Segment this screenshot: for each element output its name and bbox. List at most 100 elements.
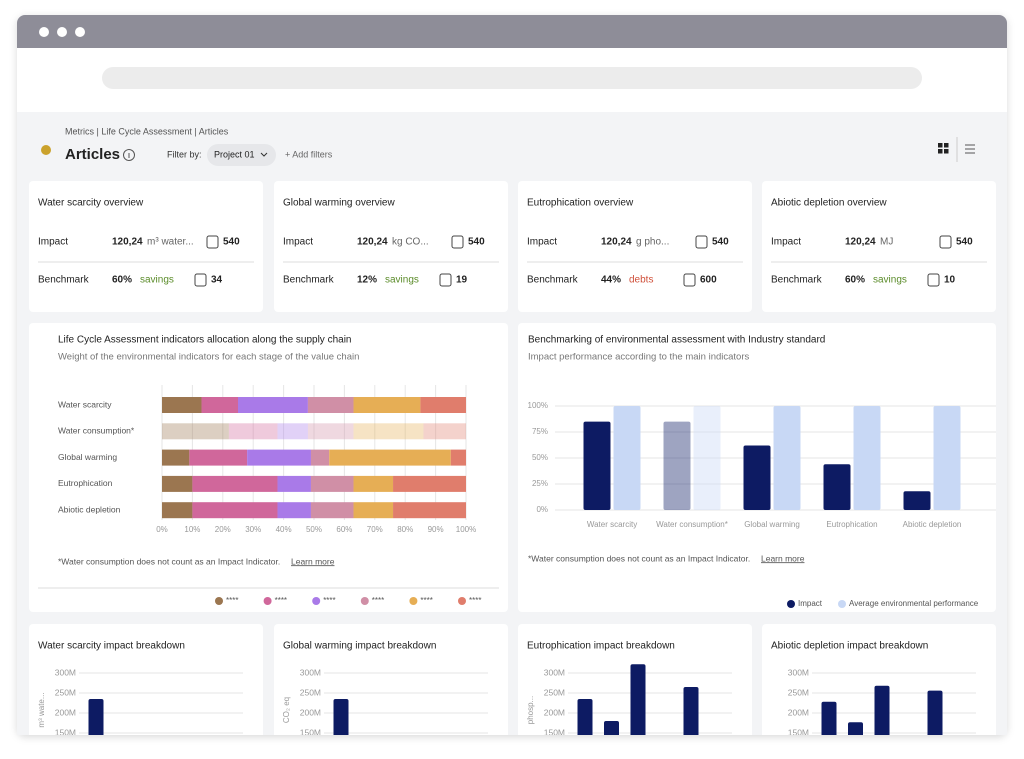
- window-dot: [57, 27, 67, 37]
- title-bar: [17, 15, 1007, 48]
- bar: [613, 406, 641, 510]
- impact-unit: MJ: [880, 237, 893, 248]
- x-tick-label: 60%: [336, 525, 352, 534]
- bar-segment: [310, 449, 330, 466]
- bar-segment: [353, 475, 394, 492]
- x-tick-label: 20%: [215, 525, 231, 534]
- bar-segment: [162, 502, 193, 519]
- bar-segment: [192, 475, 278, 492]
- card: [29, 181, 263, 312]
- page-title: Articles: [65, 146, 120, 163]
- bar: [874, 685, 890, 735]
- bar-segment: [310, 502, 354, 519]
- legend-label: Average environmental performance: [849, 599, 979, 608]
- benchmark-score: 34: [211, 275, 223, 286]
- benchmark-value: 12%: [357, 275, 377, 286]
- card: [29, 323, 508, 612]
- impact-unit: kg CO...: [392, 237, 429, 248]
- bar: [583, 421, 611, 510]
- chart-title: Life Cycle Assessment indicators allocat…: [58, 335, 352, 346]
- content: Metrics | Life Cycle Assessment | Articl…: [29, 126, 996, 737]
- bar-segment: [228, 423, 278, 440]
- grid-view-icon[interactable]: [938, 143, 949, 154]
- y-tick-label: 200M: [300, 707, 321, 717]
- bar: [88, 699, 104, 735]
- legend-label: ****: [372, 596, 384, 605]
- bar-segment: [450, 449, 466, 466]
- x-tick-label: 80%: [397, 525, 413, 534]
- category-label: Water scarcity: [587, 520, 637, 529]
- footnote-link: Learn more: [761, 553, 805, 563]
- y-axis-label: m³ wate...: [37, 692, 46, 727]
- chart-title: Abiotic depletion impact breakdown: [771, 641, 928, 652]
- y-tick-label: 300M: [55, 667, 76, 677]
- chart-title: Benchmarking of environmental assessment…: [528, 335, 825, 346]
- benchmark-label: Benchmark: [283, 275, 335, 286]
- filter-pill[interactable]: [207, 144, 276, 166]
- benchmark-status: savings: [140, 275, 174, 286]
- bar-segment: [393, 475, 466, 492]
- bar: [693, 406, 721, 510]
- legend-label: ****: [275, 596, 287, 605]
- impact-label: Impact: [771, 237, 801, 248]
- category-label: Water consumption*: [656, 520, 728, 529]
- x-tick-label: 50%: [306, 525, 322, 534]
- bar: [927, 690, 943, 735]
- avatar[interactable]: [41, 145, 51, 155]
- bar: [823, 464, 851, 510]
- card: [29, 624, 263, 735]
- window-dot: [75, 27, 85, 37]
- chart-title: Global warming impact breakdown: [283, 641, 436, 652]
- list-view-icon[interactable]: [965, 144, 975, 154]
- y-tick-label: 150M: [788, 727, 809, 737]
- y-axis-label: CO₂ eq: [282, 697, 291, 723]
- impact-value: 120,24: [357, 237, 388, 248]
- chart-subtitle: Impact performance according to the main…: [528, 352, 749, 363]
- indicator-icon: [439, 273, 452, 287]
- info-icon[interactable]: [123, 149, 135, 161]
- legend-dot: [215, 597, 223, 605]
- impact-label: Impact: [38, 237, 68, 248]
- benchmark-value: 60%: [112, 275, 132, 286]
- bar: [848, 722, 863, 735]
- bar: [773, 406, 801, 510]
- add-filters[interactable]: + Add filters: [285, 149, 333, 159]
- impact-unit: m³ water...: [147, 237, 194, 248]
- window-dot: [39, 27, 49, 37]
- impact-score: 540: [468, 237, 485, 248]
- breadcrumb[interactable]: Metrics | Life Cycle Assessment | Articl…: [65, 126, 229, 136]
- benchmark-value: 44%: [601, 275, 621, 286]
- bar: [577, 699, 593, 735]
- bar: [630, 664, 646, 735]
- bar-segment: [307, 423, 354, 440]
- footnote: *Water consumption does not count as an …: [528, 553, 750, 563]
- category-label: Eutrophication: [826, 520, 877, 529]
- address-bar[interactable]: [102, 67, 922, 89]
- bar-segment: [189, 449, 248, 466]
- impact-score: 540: [712, 237, 729, 248]
- filter-value: Project 01: [214, 149, 255, 159]
- card: [274, 181, 508, 312]
- y-tick-label: 250M: [55, 687, 76, 697]
- y-tick-label: 0%: [536, 505, 548, 514]
- y-tick-label: 250M: [544, 687, 565, 697]
- x-tick-label: 30%: [245, 525, 261, 534]
- legend-dot: [787, 600, 795, 608]
- indicator-icon: [451, 235, 464, 249]
- impact-value: 120,24: [601, 237, 632, 248]
- category-label: Global warming: [58, 452, 117, 462]
- benchmark-score: 600: [700, 275, 717, 286]
- bar: [663, 421, 691, 510]
- benchmark-score: 10: [944, 275, 956, 286]
- y-tick-label: 25%: [532, 479, 548, 488]
- card-title: Global warming overview: [283, 198, 395, 209]
- chart-title: Water scarcity impact breakdown: [38, 641, 185, 652]
- chart-title: Eutrophication impact breakdown: [527, 641, 675, 652]
- bar-segment: [310, 475, 354, 492]
- bar-segment: [162, 449, 190, 466]
- x-tick-label: 40%: [276, 525, 292, 534]
- bar-segment: [420, 397, 466, 413]
- bar-segment: [277, 475, 311, 492]
- card: [518, 181, 752, 312]
